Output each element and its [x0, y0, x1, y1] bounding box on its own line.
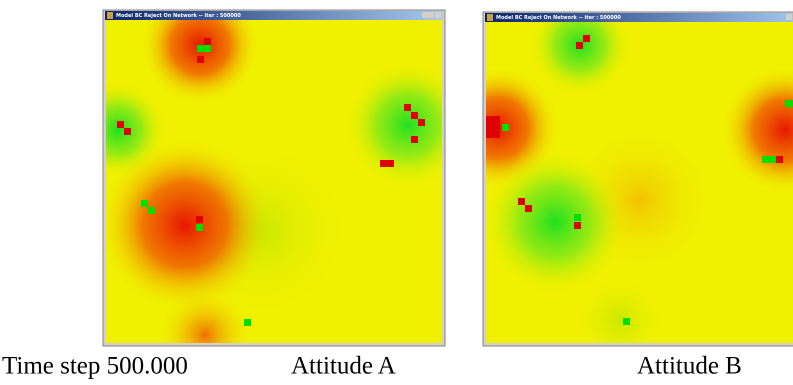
window-title: Model BC Reject On Network -- iter : 500…	[116, 13, 241, 19]
minimize-button[interactable]	[786, 14, 792, 20]
heatmap	[106, 20, 442, 343]
minimize-button[interactable]	[422, 12, 428, 18]
window-b: Model BC Reject On Network -- iter : 500…	[482, 11, 793, 347]
maximize-button[interactable]	[428, 12, 434, 18]
close-button[interactable]	[435, 12, 441, 18]
agents	[117, 38, 425, 326]
time-step-caption: Time step 500.000	[2, 353, 188, 380]
window-title: Model BC Reject On Network -- iter : 500…	[496, 15, 621, 21]
window-a: Model BC Reject On Network -- iter : 500…	[102, 9, 446, 347]
attitude-b-caption: Attitude B	[637, 353, 742, 380]
agents	[486, 35, 793, 325]
heatmap	[486, 22, 793, 343]
attitude-a-caption: Attitude A	[291, 353, 396, 380]
